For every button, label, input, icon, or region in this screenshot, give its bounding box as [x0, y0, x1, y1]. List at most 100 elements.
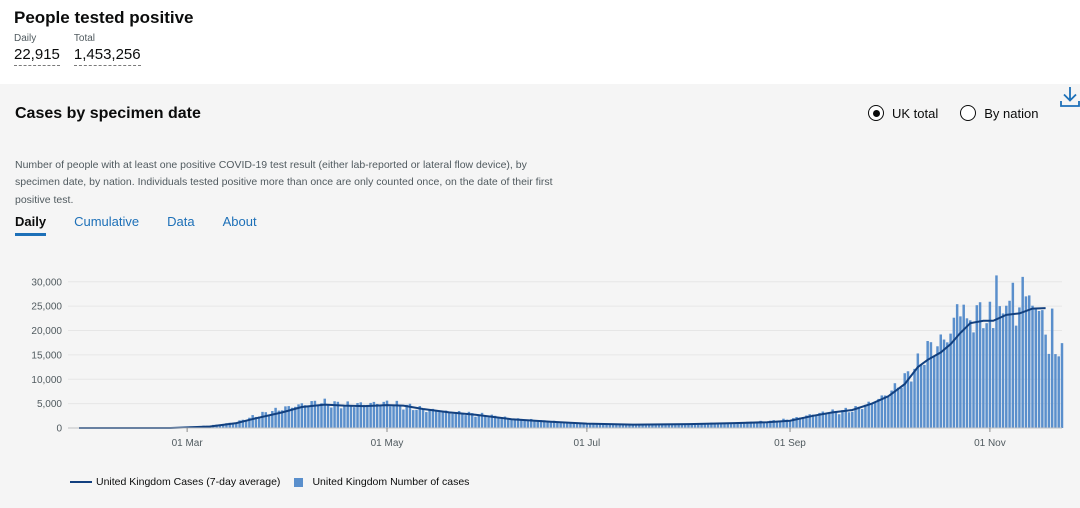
- case-bar: [644, 424, 648, 428]
- case-bar: [873, 402, 877, 428]
- case-bar: [507, 417, 510, 428]
- case-bar: [366, 404, 369, 428]
- case-bar: [490, 414, 494, 428]
- case-bar: [716, 423, 720, 428]
- case-bar: [369, 402, 372, 428]
- tab-data[interactable]: Data: [167, 214, 195, 229]
- case-bar: [621, 424, 625, 428]
- y-tick-label: 10,000: [31, 375, 62, 386]
- case-bar: [883, 395, 887, 428]
- case-bar: [965, 318, 969, 428]
- metric-total-label: Total: [73, 33, 96, 44]
- case-bar: [674, 423, 677, 428]
- case-bar: [343, 405, 346, 428]
- tab-daily[interactable]: Daily: [15, 214, 47, 236]
- case-bar: [1021, 276, 1024, 428]
- case-bar: [687, 423, 690, 428]
- case-bar: [569, 423, 572, 428]
- case-bar: [228, 422, 231, 428]
- case-bar: [549, 421, 553, 428]
- case-bar: [762, 421, 766, 428]
- tab-about[interactable]: About: [222, 214, 257, 229]
- case-bar: [513, 418, 517, 428]
- case-bar: [1024, 296, 1028, 428]
- case-bar: [778, 420, 782, 428]
- case-bar: [795, 417, 798, 428]
- case-bar: [690, 424, 693, 428]
- case-bar: [415, 409, 418, 428]
- headline: People tested positive Daily 22,915 Tota…: [14, 8, 194, 66]
- case-bar: [742, 422, 746, 428]
- case-bar: [602, 423, 605, 428]
- case-bar: [516, 418, 520, 428]
- case-bar: [752, 422, 756, 428]
- legend-bar-swatch: [294, 477, 304, 487]
- cases-card: Cases by specimen date UK total By natio…: [0, 84, 1080, 508]
- case-bar: [942, 339, 946, 428]
- case-bar: [241, 419, 245, 428]
- case-bar: [618, 424, 621, 428]
- case-bar: [284, 406, 287, 428]
- case-bar: [657, 424, 661, 428]
- case-bar: [543, 420, 546, 428]
- y-tick-label: 15,000: [31, 350, 62, 361]
- case-bar: [398, 404, 402, 428]
- case-bar: [939, 334, 943, 428]
- download-icon[interactable]: [1060, 86, 1080, 108]
- case-bar: [631, 425, 634, 428]
- radio-by-nation-control[interactable]: [960, 105, 977, 121]
- case-bar: [431, 408, 435, 428]
- legend-bar-label: United Kingdom Number of cases: [312, 476, 470, 488]
- y-axis-labels: 0 5,000 10,000 15,000 20,000 25,000 30,000: [31, 277, 62, 434]
- radio-uk-total-control[interactable]: [868, 105, 884, 121]
- tab-cumulative[interactable]: Cumulative: [74, 214, 140, 229]
- case-bar: [880, 395, 884, 428]
- y-tick-label: 30,000: [31, 277, 62, 288]
- case-bar: [539, 420, 543, 428]
- case-bar: [877, 398, 880, 428]
- case-bar: [1054, 354, 1057, 428]
- case-bar: [248, 417, 251, 428]
- case-bar: [919, 364, 923, 428]
- case-bar: [575, 422, 579, 428]
- case-bar: [408, 403, 412, 428]
- case-bar: [798, 417, 802, 428]
- metric-daily: Daily 22,915: [14, 33, 60, 66]
- case-bar: [451, 413, 454, 428]
- case-bar: [411, 410, 415, 428]
- case-bar: [582, 423, 585, 428]
- case-bar: [775, 421, 779, 428]
- case-bar: [706, 423, 710, 428]
- case-bar: [1050, 308, 1054, 428]
- case-bar: [887, 396, 890, 428]
- case-bar: [818, 412, 821, 428]
- case-bar: [661, 424, 664, 428]
- case-bar: [746, 421, 749, 428]
- case-bar: [294, 406, 297, 428]
- radio-uk-total[interactable]: UK total: [868, 105, 938, 121]
- metric-daily-value[interactable]: 22,915: [14, 45, 60, 66]
- case-bar: [529, 418, 533, 428]
- case-bar: [290, 407, 294, 428]
- case-bar: [936, 346, 939, 428]
- case-bar: [533, 420, 536, 428]
- case-bar: [218, 424, 222, 428]
- radio-by-nation[interactable]: By nation: [960, 105, 1038, 121]
- case-bar: [615, 423, 618, 428]
- case-bar: [1041, 310, 1044, 428]
- case-bar: [556, 422, 559, 428]
- case-bar: [828, 413, 831, 428]
- case-bar: [638, 424, 641, 428]
- case-bar: [834, 411, 838, 428]
- case-bar: [287, 406, 290, 428]
- case-bar: [916, 353, 920, 428]
- case-bar: [860, 409, 864, 428]
- case-bar: [932, 356, 936, 428]
- case-bar: [713, 423, 716, 428]
- case-bar: [664, 424, 667, 428]
- case-bar: [870, 403, 874, 428]
- case-bar: [477, 414, 480, 428]
- case-bar: [372, 401, 376, 428]
- case-bar: [837, 414, 841, 428]
- metric-total-value[interactable]: 1,453,256: [73, 45, 141, 66]
